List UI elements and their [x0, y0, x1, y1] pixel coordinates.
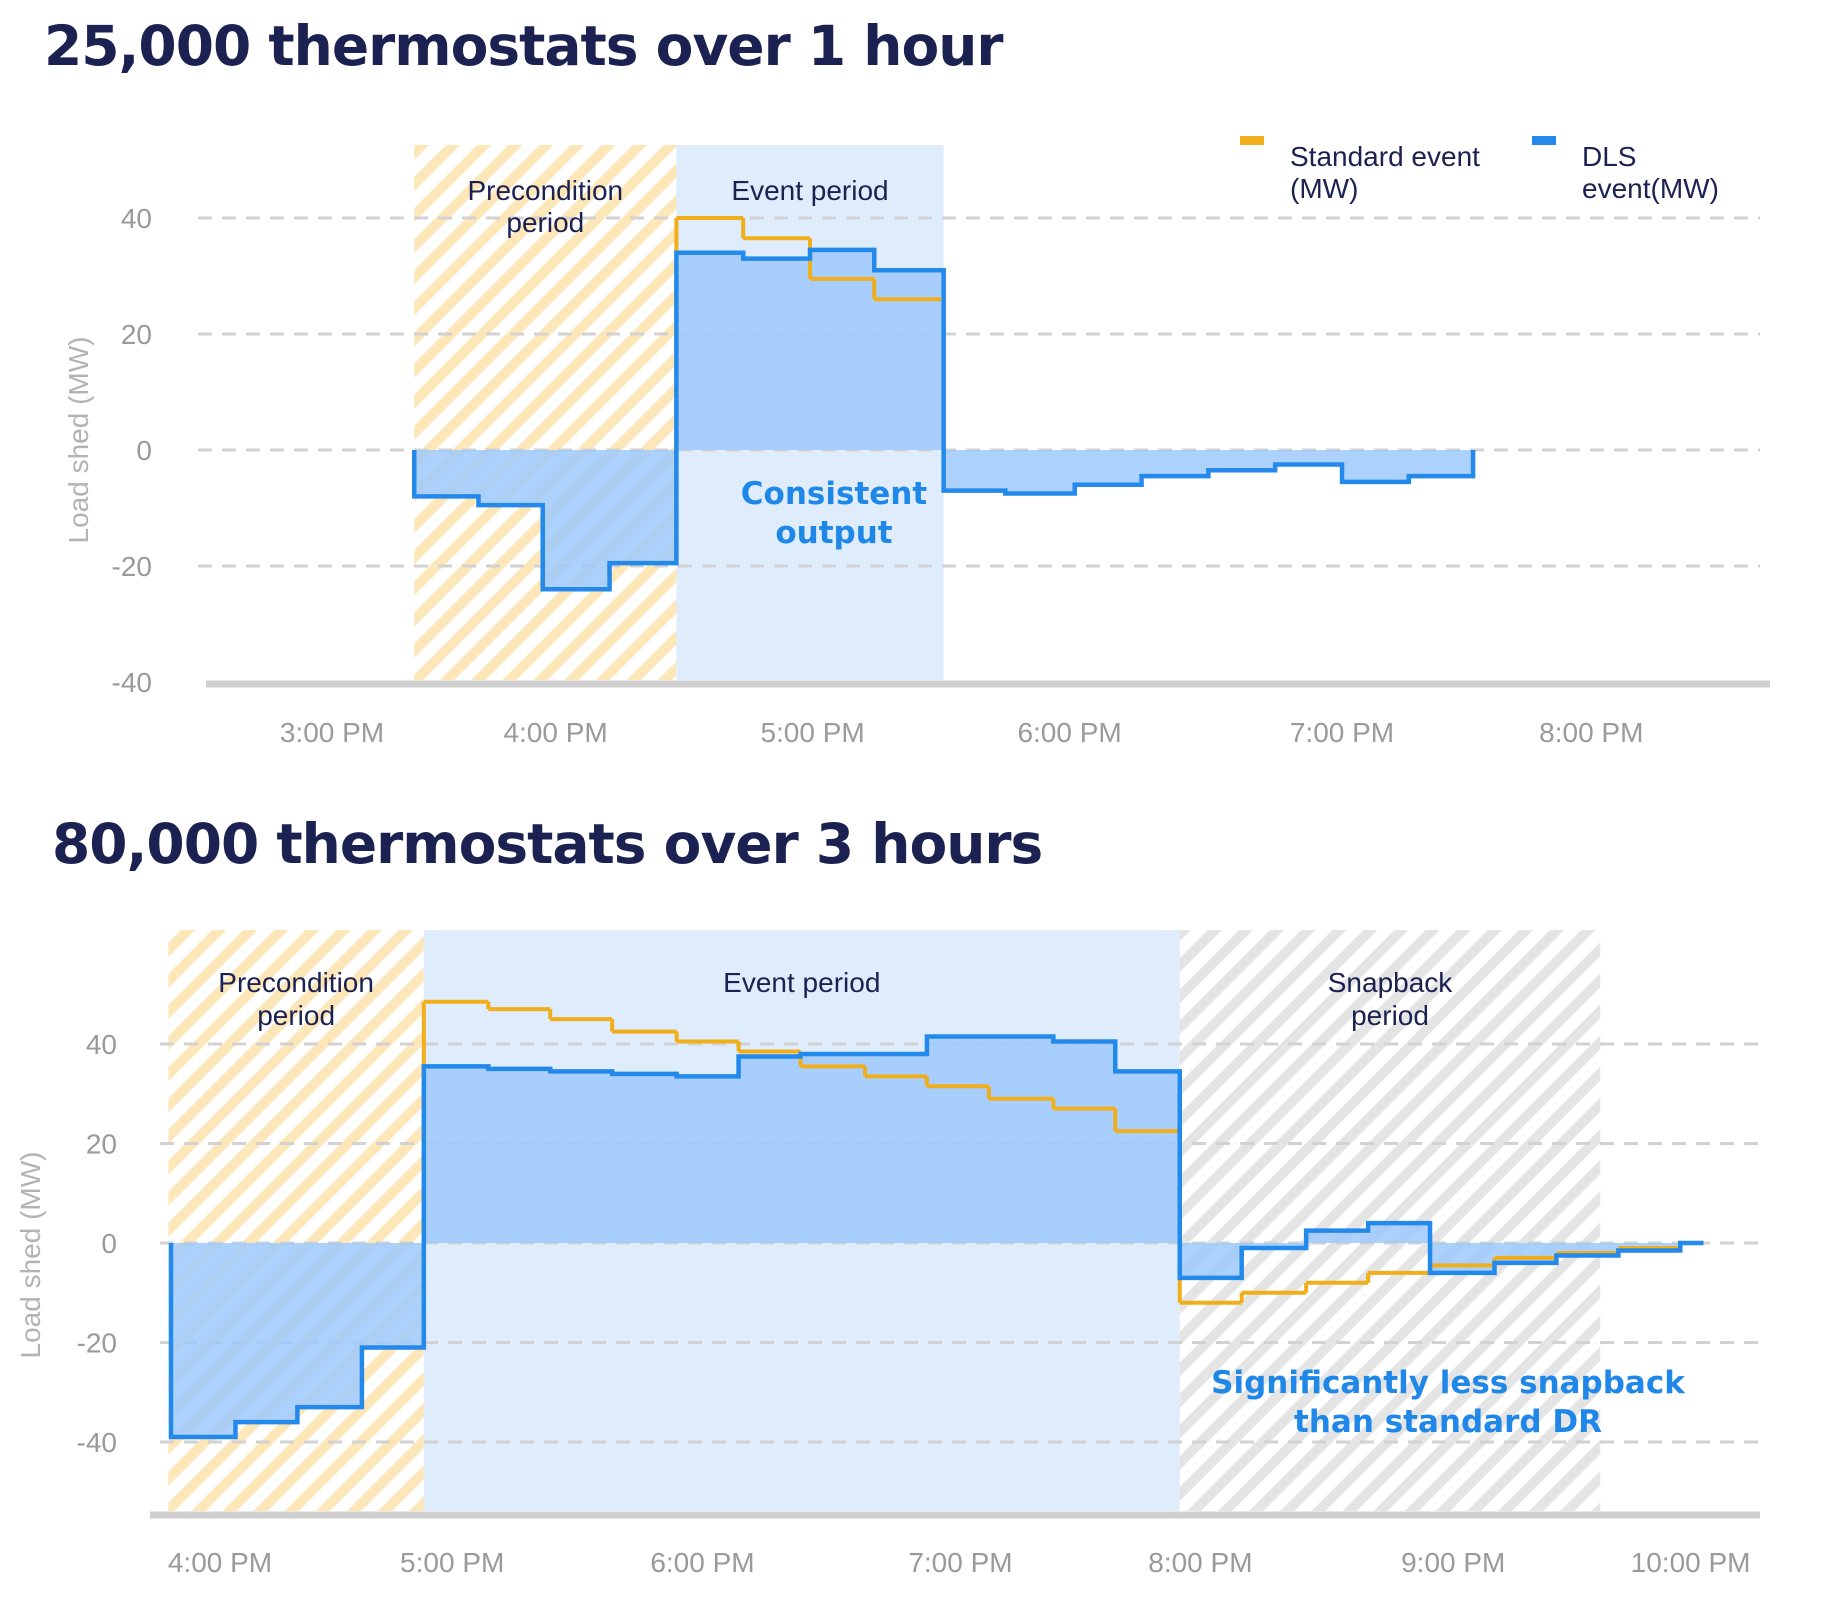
dls-line: [411, 247, 1476, 592]
dls-area: [170, 1036, 1704, 1438]
precondition-label-line2: period: [257, 1000, 335, 1031]
y-tick-label: 0: [136, 435, 152, 466]
x-tick-label: 10:00 PM: [1631, 1547, 1751, 1578]
snapback-label-line2: period: [1351, 1000, 1429, 1031]
callout-text: Significantly less snapback: [1211, 1365, 1686, 1401]
y-tick-label: 0: [101, 1228, 117, 1259]
x-tick-label: 6:00 PM: [1017, 717, 1121, 748]
chart-1-title: 25,000 thermostats over 1 hour: [44, 14, 1004, 78]
x-tick-label: 6:00 PM: [650, 1547, 754, 1578]
precondition-label: Precondition: [218, 967, 374, 998]
x-tick-label: 3:00 PM: [280, 717, 384, 748]
legend-swatch-dls: [1532, 136, 1556, 145]
precondition-label-line2: period: [506, 207, 584, 238]
x-tick-label: 4:00 PM: [168, 1547, 272, 1578]
callout-text-line2: than standard DR: [1294, 1404, 1602, 1440]
y-tick-label: -40: [77, 1427, 117, 1458]
x-tick-label: 5:00 PM: [760, 717, 864, 748]
y-axis-label: Load shed (MW): [63, 337, 94, 544]
y-tick-label: 20: [121, 319, 152, 350]
dls-line: [168, 1034, 1704, 1440]
x-tick-label: 7:00 PM: [908, 1547, 1012, 1578]
x-tick-label: 5:00 PM: [400, 1547, 504, 1578]
chart-2-title: 80,000 thermostats over 3 hours: [52, 812, 1043, 876]
y-tick-label: -20: [77, 1328, 117, 1359]
legend-label-line2: (MW): [1290, 173, 1358, 204]
y-tick-label: -40: [112, 667, 152, 698]
y-tick-label: -20: [112, 551, 152, 582]
x-tick-label: 4:00 PM: [503, 717, 607, 748]
legend-label: DLS: [1582, 141, 1636, 172]
snapback-region: [1179, 930, 1601, 1511]
x-tick-label: 8:00 PM: [1539, 717, 1643, 748]
event-label: Event period: [731, 175, 888, 206]
chart-2: 40 20 0 -20 -40 Load shed (MW) 4:00 PM 5:00 PM 6…: [15, 930, 1760, 1578]
y-tick-label: 40: [86, 1029, 117, 1060]
snapback-label: Snapback: [1328, 967, 1454, 998]
x-tick-label: 8:00 PM: [1148, 1547, 1252, 1578]
callout-text-line2: output: [775, 515, 892, 551]
callout-text: Consistent: [741, 476, 928, 512]
legend-swatch-standard: [1240, 136, 1264, 145]
legend-label-line2: event(MW): [1582, 173, 1719, 204]
y-tick-label: 20: [86, 1129, 117, 1160]
x-tick-label: 9:00 PM: [1401, 1547, 1505, 1578]
precondition-label: Precondition: [467, 175, 623, 206]
y-axis-label: Load shed (MW): [15, 1152, 46, 1359]
legend-label: Standard event: [1290, 141, 1480, 172]
event-label: Event period: [723, 967, 880, 998]
chart-1: 40 20 0 -20 -40 Load shed (MW) 3:00 PM 4:00 PM 5…: [63, 136, 1770, 748]
y-tick-label: 40: [121, 203, 152, 234]
x-tick-label: 7:00 PM: [1290, 717, 1394, 748]
